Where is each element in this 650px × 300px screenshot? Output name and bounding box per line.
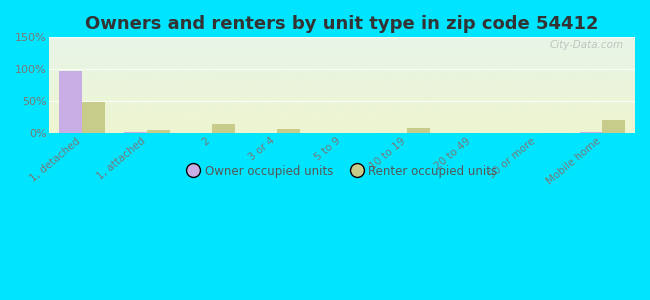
Bar [277,129,300,133]
Bar [59,71,82,133]
Bar [212,124,235,133]
Bar [580,132,603,133]
Legend: Owner occupied units, Renter occupied units: Owner occupied units, Renter occupied un… [182,160,502,182]
Bar [82,102,105,133]
Bar [124,132,147,133]
Title: Owners and renters by unit type in zip code 54412: Owners and renters by unit type in zip c… [85,15,599,33]
Bar [147,130,170,133]
Text: City-Data.com: City-Data.com [549,40,623,50]
Bar [408,128,430,133]
Bar [603,120,625,133]
